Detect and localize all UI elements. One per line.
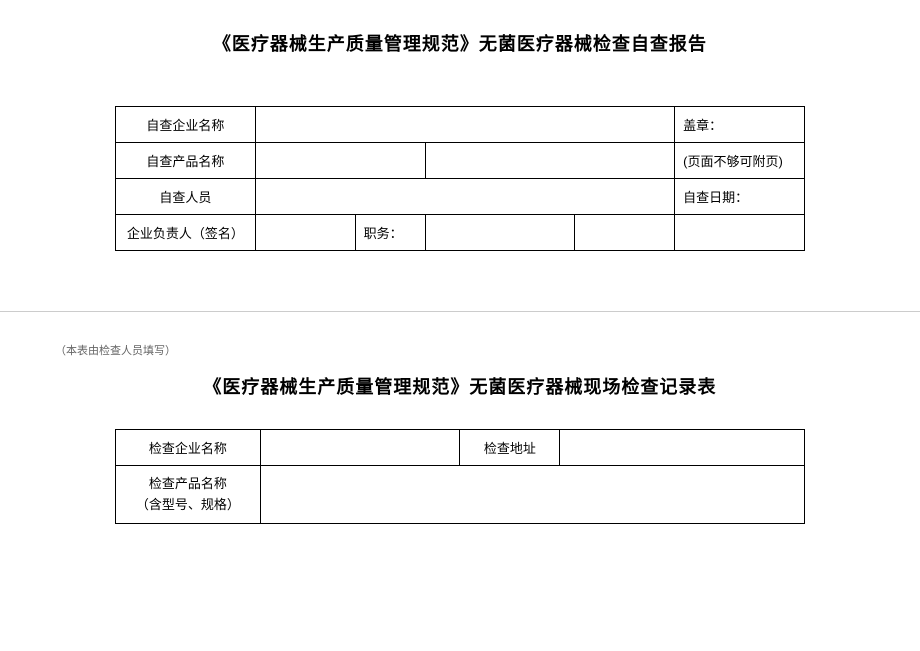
- label-inspection-date: 自查日期：: [675, 179, 805, 215]
- filler-note: （本表由检查人员填写）: [0, 342, 920, 358]
- label-check-company: 检查企业名称: [116, 430, 261, 466]
- label-page-note: (页面不够可附页): [675, 143, 805, 179]
- table-row: 企业负责人（签名） 职务：: [116, 215, 805, 251]
- label-product-name: 自查产品名称: [116, 143, 256, 179]
- table-row: 自查企业名称 盖章：: [116, 107, 805, 143]
- label-position: 职务：: [355, 215, 425, 251]
- input-product-name-1: [255, 143, 425, 179]
- label-check-product-line1: 检查产品名称: [149, 476, 227, 491]
- onsite-inspection-table: 检查企业名称 检查地址 检查产品名称 （含型号、规格）: [115, 429, 805, 524]
- table-row: 检查产品名称 （含型号、规格）: [116, 466, 805, 524]
- label-seal: 盖章：: [675, 107, 805, 143]
- label-check-product: 检查产品名称 （含型号、规格）: [116, 466, 261, 524]
- self-inspection-section: 《医疗器械生产质量管理规范》无菌医疗器械检查自查报告 自查企业名称 盖章： 自查…: [0, 0, 920, 251]
- label-check-product-line2: （含型号、规格）: [136, 497, 240, 512]
- onsite-inspection-section: （本表由检查人员填写） 《医疗器械生产质量管理规范》无菌医疗器械现场检查记录表 …: [0, 342, 920, 524]
- input-position-1: [425, 215, 575, 251]
- table1-wrapper: 自查企业名称 盖章： 自查产品名称 (页面不够可附页) 自查人员 自查日期： 企…: [0, 106, 920, 251]
- input-product-name-2: [425, 143, 675, 179]
- label-inspector: 自查人员: [116, 179, 256, 215]
- input-signature: [255, 215, 355, 251]
- self-inspection-table: 自查企业名称 盖章： 自查产品名称 (页面不够可附页) 自查人员 自查日期： 企…: [115, 106, 805, 251]
- table-row: 检查企业名称 检查地址: [116, 430, 805, 466]
- section1-title: 《医疗器械生产质量管理规范》无菌医疗器械检查自查报告: [0, 30, 920, 56]
- label-check-address: 检查地址: [460, 430, 560, 466]
- label-responsible-person: 企业负责人（签名）: [116, 215, 256, 251]
- section2-title: 《医疗器械生产质量管理规范》无菌医疗器械现场检查记录表: [0, 373, 920, 399]
- input-check-address: [560, 430, 805, 466]
- input-company-name: [255, 107, 674, 143]
- input-check-product: [260, 466, 804, 524]
- input-check-company: [260, 430, 460, 466]
- table2-wrapper: 检查企业名称 检查地址 检查产品名称 （含型号、规格）: [0, 429, 920, 524]
- input-inspector: [255, 179, 674, 215]
- input-position-3: [675, 215, 805, 251]
- label-company-name: 自查企业名称: [116, 107, 256, 143]
- page-divider: [0, 311, 920, 312]
- input-position-2: [575, 215, 675, 251]
- table-row: 自查人员 自查日期：: [116, 179, 805, 215]
- table-row: 自查产品名称 (页面不够可附页): [116, 143, 805, 179]
